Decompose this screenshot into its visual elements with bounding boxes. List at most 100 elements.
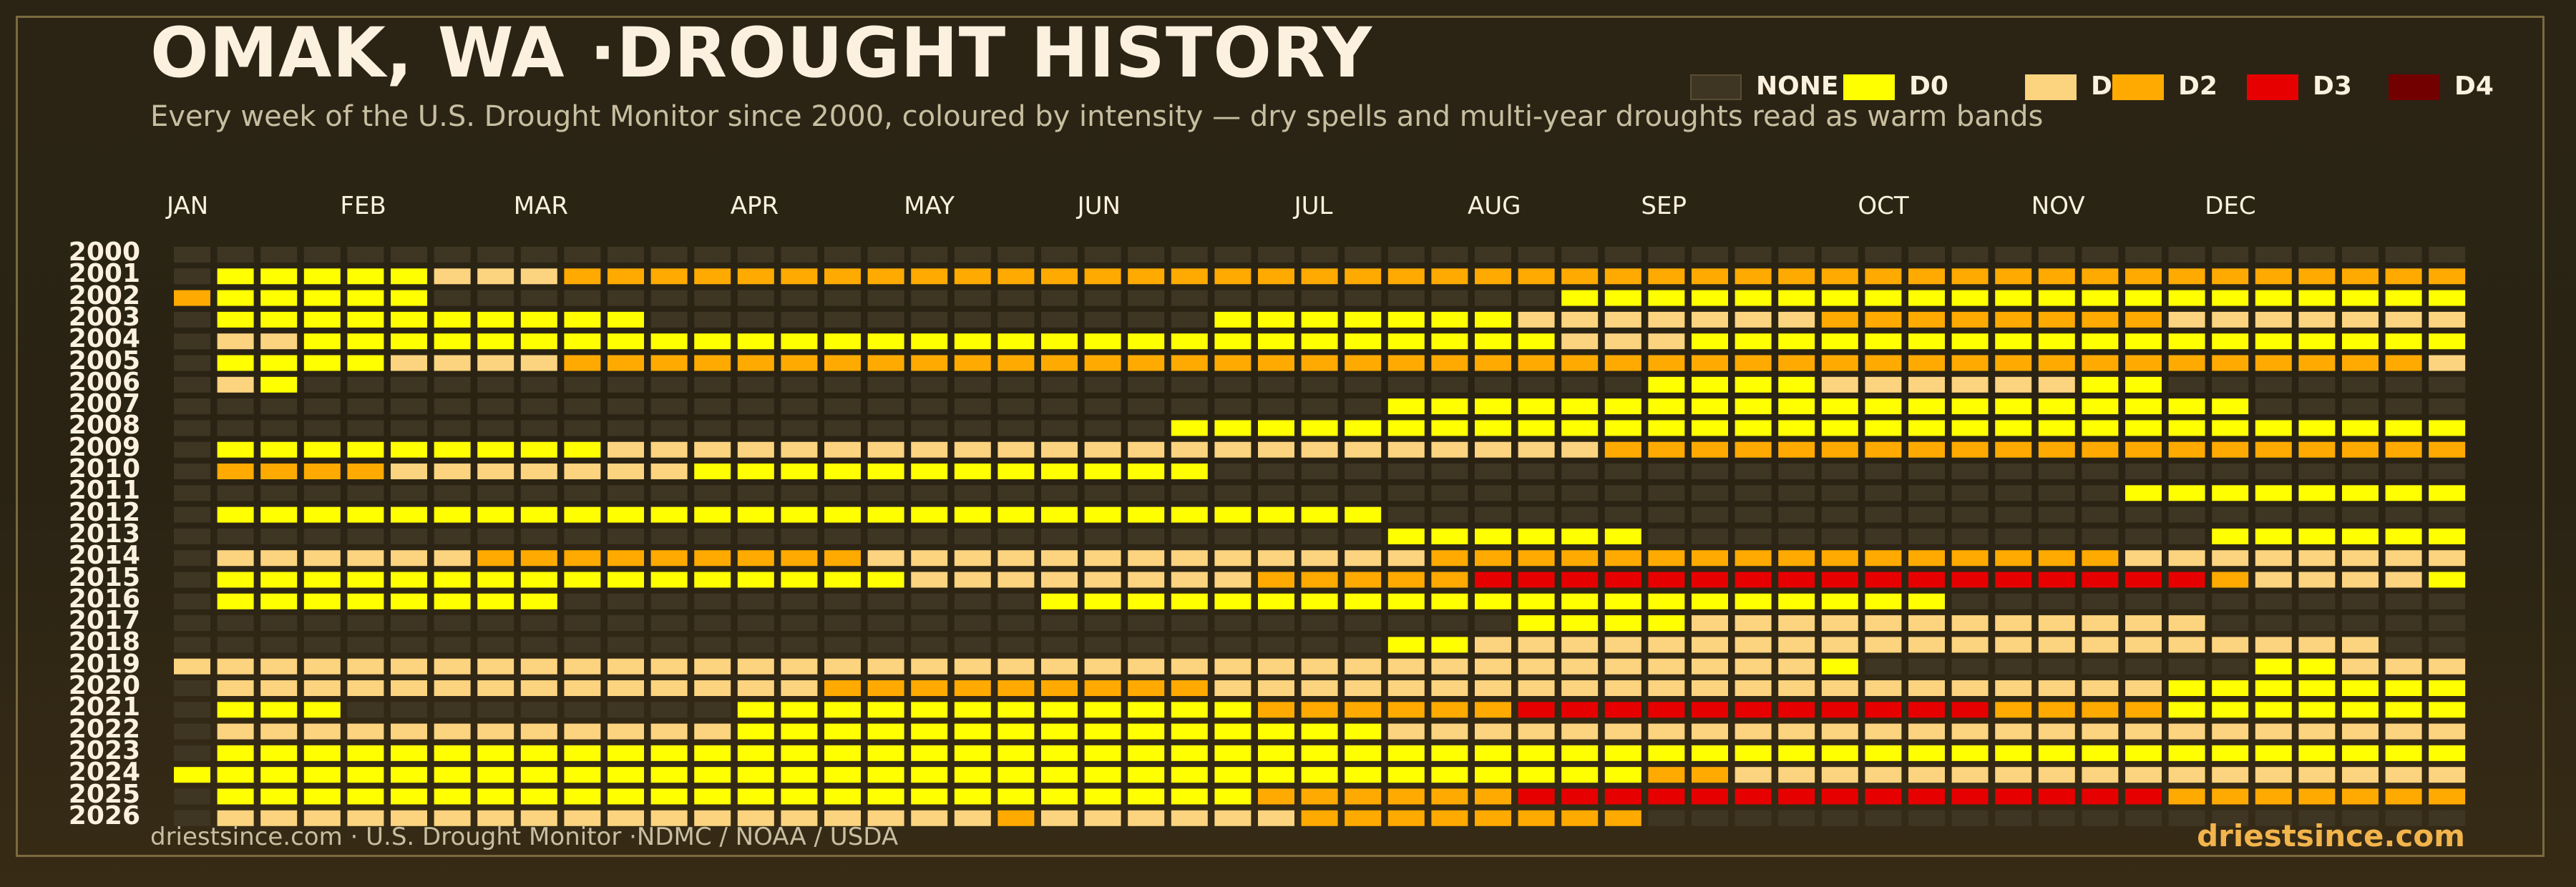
heatmap-cell-2024-w5 xyxy=(347,767,384,783)
heatmap-cell-2017-w25 xyxy=(1214,615,1252,632)
heatmap-cell-2011-w18 xyxy=(911,485,948,501)
heatmap-cell-2015-w17 xyxy=(867,572,904,588)
heatmap-cell-2010-w17 xyxy=(867,464,904,479)
heatmap-cell-2008-w50 xyxy=(2298,420,2336,436)
heatmap-cell-2023-w20 xyxy=(997,745,1035,761)
heatmap-cell-2017-w1 xyxy=(174,615,210,632)
heatmap-cell-2012-w42 xyxy=(1951,506,1989,523)
heatmap-cell-2007-w41 xyxy=(1908,398,1945,415)
heatmap-cell-2014-w43 xyxy=(1995,550,2032,567)
heatmap-cell-2011-w3 xyxy=(260,485,298,501)
heatmap-cell-2019-w12 xyxy=(650,658,688,675)
heatmap-cell-2009-w30 xyxy=(1431,441,1468,458)
heatmap-cell-2014-w37 xyxy=(1735,550,1772,567)
heatmap-cell-2021-w35 xyxy=(1648,702,1685,718)
heatmap-cell-2014-w41 xyxy=(1908,550,1945,567)
heatmap-cell-2009-w43 xyxy=(1995,441,2032,458)
heatmap-cell-2013-w47 xyxy=(2168,528,2205,544)
heatmap-cell-2002-w53 xyxy=(2429,290,2466,306)
heatmap-cell-2024-w18 xyxy=(911,767,948,783)
heatmap-cell-2013-w28 xyxy=(1345,528,1382,544)
heatmap-cell-2013-w10 xyxy=(564,528,601,544)
heatmap-cell-2002-w11 xyxy=(608,290,644,306)
heatmap-cell-2005-w5 xyxy=(347,355,384,371)
heatmap-cell-2011-w48 xyxy=(2212,485,2249,501)
year-label-2008: 2008 xyxy=(68,411,140,441)
heatmap-cell-2006-w45 xyxy=(2082,376,2119,393)
heatmap-cell-2008-w2 xyxy=(217,420,254,436)
heatmap-cell-2026-w20 xyxy=(997,810,1035,826)
heatmap-cell-2017-w4 xyxy=(303,615,341,632)
heatmap-cell-2003-w43 xyxy=(1995,311,2032,328)
heatmap-cell-2009-w7 xyxy=(434,441,471,458)
heatmap-cell-2017-w17 xyxy=(867,615,904,632)
heatmap-cell-2014-w53 xyxy=(2429,550,2466,567)
heatmap-cell-2026-w12 xyxy=(650,810,688,826)
heatmap-cell-2002-w38 xyxy=(1778,290,1815,306)
heatmap-cell-2020-w14 xyxy=(737,680,774,696)
heatmap-cell-2023-w24 xyxy=(1171,745,1208,761)
heatmap-cell-2001-w41 xyxy=(1908,268,1945,285)
heatmap-cell-2011-w40 xyxy=(1865,485,1902,501)
heatmap-cell-2006-w14 xyxy=(737,376,774,393)
year-label-2006: 2006 xyxy=(68,367,140,397)
heatmap-cell-2016-w18 xyxy=(911,593,948,609)
heatmap-cell-2020-w36 xyxy=(1692,680,1728,696)
heatmap-cell-2005-w41 xyxy=(1908,355,1945,371)
heatmap-cell-2003-w37 xyxy=(1735,311,1772,328)
heatmap-cell-2007-w5 xyxy=(347,398,384,415)
heatmap-cell-2007-w45 xyxy=(2082,398,2119,415)
heatmap-cell-2006-w12 xyxy=(650,376,688,393)
heatmap-cell-2006-w46 xyxy=(2125,376,2162,393)
heatmap-cell-2021-w28 xyxy=(1345,702,1382,718)
heatmap-cell-2010-w11 xyxy=(608,464,644,479)
heatmap-cell-2019-w28 xyxy=(1345,658,1382,675)
heatmap-cell-2005-w27 xyxy=(1301,355,1338,371)
heatmap-cell-2009-w44 xyxy=(2038,441,2075,458)
heatmap-cell-2005-w11 xyxy=(608,355,644,371)
heatmap-cell-2000-w35 xyxy=(1648,247,1685,263)
heatmap-cell-2000-w14 xyxy=(737,247,774,263)
heatmap-cell-2001-w40 xyxy=(1865,268,1902,285)
heatmap-cell-2001-w34 xyxy=(1604,268,1641,285)
heatmap-cell-2022-w29 xyxy=(1387,723,1425,740)
heatmap-cell-2007-w27 xyxy=(1301,398,1338,415)
heatmap-cell-2011-w1 xyxy=(174,485,210,501)
heatmap-cell-2008-w16 xyxy=(824,420,861,436)
heatmap-cell-2025-w18 xyxy=(911,788,948,805)
heatmap-cell-2023-w4 xyxy=(303,745,341,761)
heatmap-cell-2006-w34 xyxy=(1604,376,1641,393)
heatmap-cell-2010-w52 xyxy=(2385,464,2422,479)
heatmap-cell-2012-w3 xyxy=(260,506,298,523)
heatmap-cell-2022-w51 xyxy=(2342,723,2379,740)
heatmap-cell-2004-w40 xyxy=(1865,333,1902,350)
heatmap-cell-2022-w36 xyxy=(1692,723,1728,740)
heatmap-cell-2016-w20 xyxy=(997,593,1035,609)
heatmap-cell-2010-w15 xyxy=(781,464,818,479)
heatmap-cell-2025-w36 xyxy=(1692,788,1728,805)
heatmap-cell-2015-w36 xyxy=(1692,572,1728,588)
heatmap-cell-2018-w31 xyxy=(1475,637,1511,653)
heatmap-cell-2011-w53 xyxy=(2429,485,2466,501)
heatmap-cell-2005-w46 xyxy=(2125,355,2162,371)
heatmap-cell-2013-w3 xyxy=(260,528,298,544)
heatmap-cell-2008-w31 xyxy=(1475,420,1511,436)
heatmap-cell-2003-w34 xyxy=(1604,311,1641,328)
heatmap-cell-2023-w51 xyxy=(2342,745,2379,761)
heatmap-cell-2007-w18 xyxy=(911,398,948,415)
heatmap-cell-2013-w49 xyxy=(2255,528,2292,544)
heatmap-cell-2011-w30 xyxy=(1431,485,1468,501)
heatmap-cell-2019-w27 xyxy=(1301,658,1338,675)
heatmap-cell-2014-w1 xyxy=(174,550,210,567)
heatmap-cell-2010-w44 xyxy=(2038,464,2075,479)
heatmap-cell-2024-w4 xyxy=(303,767,341,783)
heatmap-cell-2011-w22 xyxy=(1084,485,1121,501)
heatmap-cell-2026-w38 xyxy=(1778,810,1815,826)
heatmap-cell-2004-w11 xyxy=(608,333,644,350)
heatmap-cell-2026-w16 xyxy=(824,810,861,826)
month-label-jan: JAN xyxy=(167,192,209,220)
heatmap-cell-2004-w14 xyxy=(737,333,774,350)
heatmap-cell-2012-w51 xyxy=(2342,506,2379,523)
heatmap-cell-2024-w11 xyxy=(608,767,644,783)
heatmap-cell-2020-w40 xyxy=(1865,680,1902,696)
